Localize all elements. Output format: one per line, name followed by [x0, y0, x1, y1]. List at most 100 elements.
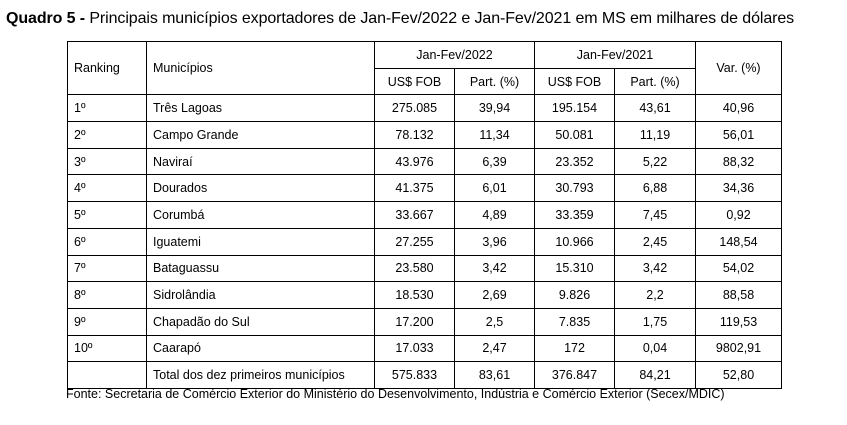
header-part-2021: Part. (%) — [614, 67, 696, 96]
municipio-cell: Campo Grande — [146, 121, 375, 149]
table-row: 7º Bataguassu 23.580 3,42 15.310 3,42 54… — [67, 254, 782, 283]
part-2022-cell: 3,42 — [454, 254, 535, 283]
usd-2021-cell: 172 — [534, 334, 615, 363]
part-2021-cell: 2,2 — [614, 281, 696, 309]
total-label-cell: Total dos dez primeiros municípios — [146, 361, 375, 389]
rank-cell: 6º — [67, 227, 147, 256]
part-2021-cell: 43,61 — [614, 94, 696, 123]
rank-cell: 5º — [67, 201, 147, 229]
part-2022-cell: 39,94 — [454, 94, 535, 123]
rank-cell: 2º — [67, 121, 147, 149]
municipio-cell: Chapadão do Sul — [146, 307, 375, 336]
usd-2022-cell: 23.580 — [374, 254, 455, 283]
rank-cell: 4º — [67, 174, 147, 203]
total-usd-2022-cell: 575.833 — [374, 361, 455, 389]
var-cell: 40,96 — [695, 94, 782, 123]
total-part-2022-cell: 83,61 — [454, 361, 535, 389]
table-body: 1º Três Lagoas 275.085 39,94 195.154 43,… — [67, 94, 782, 389]
header-usd-fob-2022: US$ FOB — [374, 67, 455, 96]
rank-cell: 8º — [67, 281, 147, 309]
municipio-cell: Naviraí — [146, 147, 375, 176]
header-var: Var. (%) — [695, 40, 782, 96]
usd-2021-cell: 23.352 — [534, 147, 615, 176]
table-title-label: Quadro 5 - — [6, 10, 86, 27]
usd-2021-cell: 50.081 — [534, 121, 615, 149]
rank-cell: 3º — [67, 147, 147, 176]
part-2021-cell: 2,45 — [614, 227, 696, 256]
municipio-cell: Corumbá — [146, 201, 375, 229]
usd-2022-cell: 43.976 — [374, 147, 455, 176]
part-2022-cell: 3,96 — [454, 227, 535, 256]
part-2021-cell: 11,19 — [614, 121, 696, 149]
usd-2021-cell: 10.966 — [534, 227, 615, 256]
table-row: 3º Naviraí 43.976 6,39 23.352 5,22 88,32 — [67, 147, 782, 176]
part-2022-cell: 11,34 — [454, 121, 535, 149]
header-municipios: Municípios — [146, 40, 375, 96]
var-cell: 148,54 — [695, 227, 782, 256]
var-cell: 54,02 — [695, 254, 782, 283]
usd-2022-cell: 18.530 — [374, 281, 455, 309]
header-ranking: Ranking — [67, 40, 147, 96]
part-2021-cell: 6,88 — [614, 174, 696, 203]
usd-2022-cell: 41.375 — [374, 174, 455, 203]
part-2021-cell: 5,22 — [614, 147, 696, 176]
usd-2022-cell: 17.033 — [374, 334, 455, 363]
header-row-1: Ranking Municípios Jan-Fev/2022 Jan-Fev/… — [67, 40, 782, 96]
part-2022-cell: 2,5 — [454, 307, 535, 336]
part-2022-cell: 6,39 — [454, 147, 535, 176]
header-part-2022: Part. (%) — [454, 67, 535, 96]
usd-2021-cell: 30.793 — [534, 174, 615, 203]
exports-table: Ranking Municípios Jan-Fev/2022 Jan-Fev/… — [67, 40, 782, 389]
header-row-2: US$ FOB Part. (%) US$ FOB Part. (%) — [68, 67, 782, 96]
total-part-2021-cell: 84,21 — [614, 361, 696, 389]
rank-cell: 1º — [67, 94, 147, 123]
rank-cell: 10º — [67, 334, 147, 363]
municipio-cell: Caarapó — [146, 334, 375, 363]
usd-2021-cell: 15.310 — [534, 254, 615, 283]
municipio-cell: Dourados — [146, 174, 375, 203]
part-2021-cell: 7,45 — [614, 201, 696, 229]
table-title: Quadro 5 - Principais municípios exporta… — [6, 10, 794, 28]
part-2021-cell: 1,75 — [614, 307, 696, 336]
header-period-2021: Jan-Fev/2021 — [534, 41, 696, 69]
var-cell: 88,32 — [695, 147, 782, 176]
usd-2022-cell: 27.255 — [374, 227, 455, 256]
rank-cell: 9º — [67, 307, 147, 336]
total-row: Total dos dez primeiros municípios 575.8… — [67, 361, 782, 389]
header-period-2022: Jan-Fev/2022 — [374, 41, 535, 69]
usd-2021-cell: 33.359 — [534, 201, 615, 229]
part-2022-cell: 6,01 — [454, 174, 535, 203]
table-row: 5º Corumbá 33.667 4,89 33.359 7,45 0,92 — [67, 201, 782, 229]
part-2022-cell: 4,89 — [454, 201, 535, 229]
var-cell: 88,58 — [695, 281, 782, 309]
var-cell: 56,01 — [695, 121, 782, 149]
rank-cell: 7º — [67, 254, 147, 283]
usd-2021-cell: 9.826 — [534, 281, 615, 309]
usd-2022-cell: 17.200 — [374, 307, 455, 336]
table-row: 4º Dourados 41.375 6,01 30.793 6,88 34,3… — [67, 174, 782, 203]
total-usd-2021-cell: 376.847 — [534, 361, 615, 389]
table-row: 6º Iguatemi 27.255 3,96 10.966 2,45 148,… — [67, 227, 782, 256]
source-note: Fonte: Secretaria de Comércio Exterior d… — [66, 387, 725, 401]
table-header: Ranking Municípios Jan-Fev/2022 Jan-Fev/… — [67, 40, 782, 96]
part-2021-cell: 3,42 — [614, 254, 696, 283]
municipio-cell: Iguatemi — [146, 227, 375, 256]
part-2022-cell: 2,69 — [454, 281, 535, 309]
var-cell: 119,53 — [695, 307, 782, 336]
header-usd-fob-2021: US$ FOB — [534, 67, 615, 96]
municipio-cell: Sidrolândia — [146, 281, 375, 309]
total-var-cell: 52,80 — [695, 361, 782, 389]
usd-2021-cell: 7.835 — [534, 307, 615, 336]
municipio-cell: Bataguassu — [146, 254, 375, 283]
table-row: 8º Sidrolândia 18.530 2,69 9.826 2,2 88,… — [67, 281, 782, 309]
part-2022-cell: 2,47 — [454, 334, 535, 363]
table-row: 9º Chapadão do Sul 17.200 2,5 7.835 1,75… — [67, 307, 782, 336]
table-row: 2º Campo Grande 78.132 11,34 50.081 11,1… — [67, 121, 782, 149]
table-row: 10º Caarapó 17.033 2,47 172 0,04 9802,91 — [67, 334, 782, 363]
table-row: 1º Três Lagoas 275.085 39,94 195.154 43,… — [67, 94, 782, 123]
municipio-cell: Três Lagoas — [146, 94, 375, 123]
usd-2022-cell: 33.667 — [374, 201, 455, 229]
var-cell: 34,36 — [695, 174, 782, 203]
usd-2022-cell: 275.085 — [374, 94, 455, 123]
total-rank-cell — [67, 361, 147, 389]
